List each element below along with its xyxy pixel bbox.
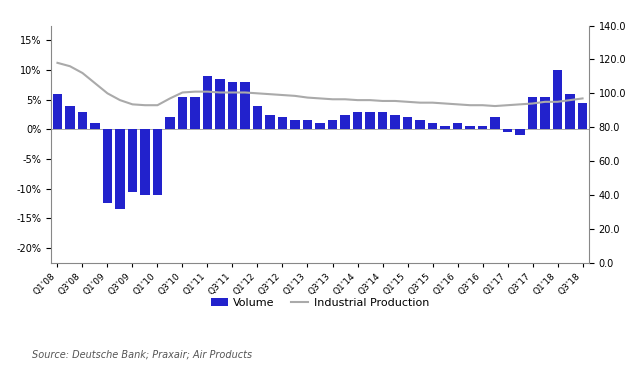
Bar bbox=[365, 112, 374, 129]
Bar bbox=[52, 94, 62, 129]
Bar bbox=[378, 112, 387, 129]
Bar bbox=[390, 115, 400, 129]
Bar bbox=[228, 82, 237, 129]
Bar bbox=[515, 129, 525, 135]
Bar bbox=[490, 118, 500, 129]
Text: Source: Deutsche Bank; Praxair; Air Products: Source: Deutsche Bank; Praxair; Air Prod… bbox=[32, 350, 252, 360]
Bar bbox=[266, 115, 275, 129]
Bar bbox=[328, 120, 337, 129]
Bar bbox=[403, 118, 412, 129]
Bar bbox=[65, 105, 75, 129]
Bar bbox=[115, 129, 125, 210]
Bar bbox=[440, 126, 450, 129]
Bar bbox=[503, 129, 512, 132]
Bar bbox=[453, 123, 462, 129]
Bar bbox=[165, 118, 175, 129]
Bar bbox=[240, 82, 250, 129]
Bar bbox=[128, 129, 137, 192]
Bar bbox=[465, 126, 475, 129]
Bar bbox=[103, 129, 112, 203]
Bar bbox=[540, 97, 550, 129]
Bar bbox=[203, 76, 212, 129]
Bar bbox=[140, 129, 150, 195]
Bar bbox=[278, 118, 287, 129]
Bar bbox=[316, 123, 324, 129]
Bar bbox=[178, 97, 187, 129]
Bar bbox=[415, 120, 425, 129]
Bar bbox=[291, 120, 300, 129]
Bar bbox=[565, 94, 575, 129]
Bar bbox=[553, 70, 562, 129]
Bar bbox=[190, 97, 200, 129]
Bar bbox=[353, 112, 362, 129]
Bar bbox=[340, 115, 349, 129]
Bar bbox=[478, 126, 487, 129]
Bar bbox=[78, 112, 87, 129]
Bar bbox=[578, 103, 588, 129]
Bar bbox=[303, 120, 312, 129]
Bar bbox=[428, 123, 437, 129]
Bar bbox=[215, 79, 225, 129]
Bar bbox=[153, 129, 162, 195]
Legend: Volume, Industrial Production: Volume, Industrial Production bbox=[207, 293, 433, 312]
Bar bbox=[528, 97, 537, 129]
Bar bbox=[90, 123, 100, 129]
Bar bbox=[253, 105, 262, 129]
